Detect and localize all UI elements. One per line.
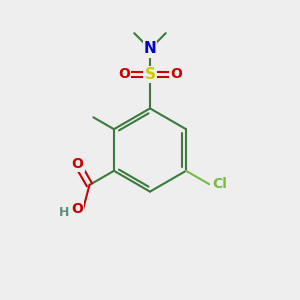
Text: O: O xyxy=(118,67,130,81)
Text: H: H xyxy=(59,206,70,219)
Text: S: S xyxy=(145,67,155,82)
Text: O: O xyxy=(72,157,84,171)
Text: O: O xyxy=(71,202,83,216)
Text: Cl: Cl xyxy=(212,177,227,191)
Text: N: N xyxy=(144,41,156,56)
Text: O: O xyxy=(170,67,182,81)
